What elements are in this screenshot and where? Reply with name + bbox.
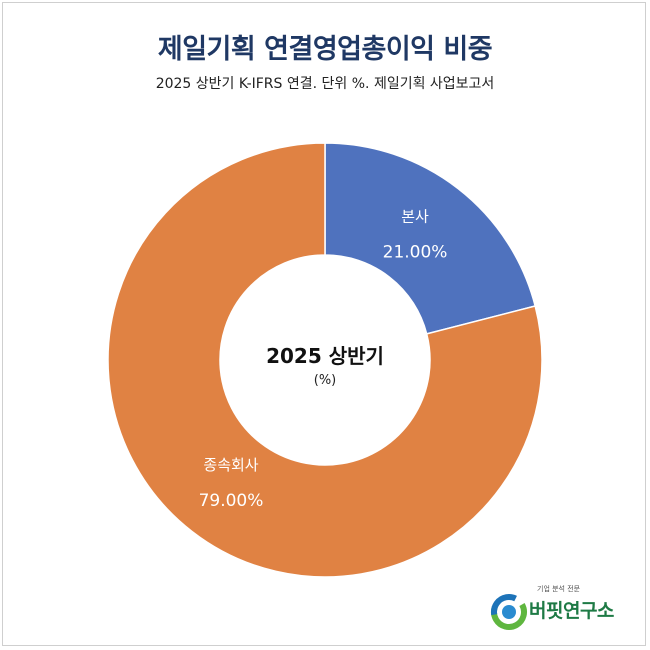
chart-title: 제일기획 연결영업총이익 비중 xyxy=(157,34,493,65)
bf-ring-icon xyxy=(491,594,527,630)
donut-slice-1 xyxy=(324,142,537,335)
slice-value-1: 21.00% xyxy=(383,243,448,263)
logo-name: 버핏연구소 xyxy=(529,600,614,622)
donut-slices xyxy=(107,142,543,578)
slice-value-2: 79.00% xyxy=(199,491,264,511)
slice-label-2: 종속회사 xyxy=(203,456,258,474)
donut-slice-2 xyxy=(107,142,543,578)
donut-slice-labels: 본사 21.00% 종속회사 79.00% xyxy=(199,208,448,511)
buffett-lab-logo: 기업 분석 전문 버핏연구소 xyxy=(489,584,639,634)
donut-center-unit: (%) xyxy=(314,373,337,388)
donut-center-title: 2025 상반기 xyxy=(266,344,384,368)
slice-label-1: 본사 xyxy=(401,208,429,226)
logo-tagline: 기업 분석 전문 xyxy=(537,585,581,593)
chart-subtitle: 2025 상반기 K-IFRS 연결. 단위 %. 제일기획 사업보고서 xyxy=(155,76,495,92)
